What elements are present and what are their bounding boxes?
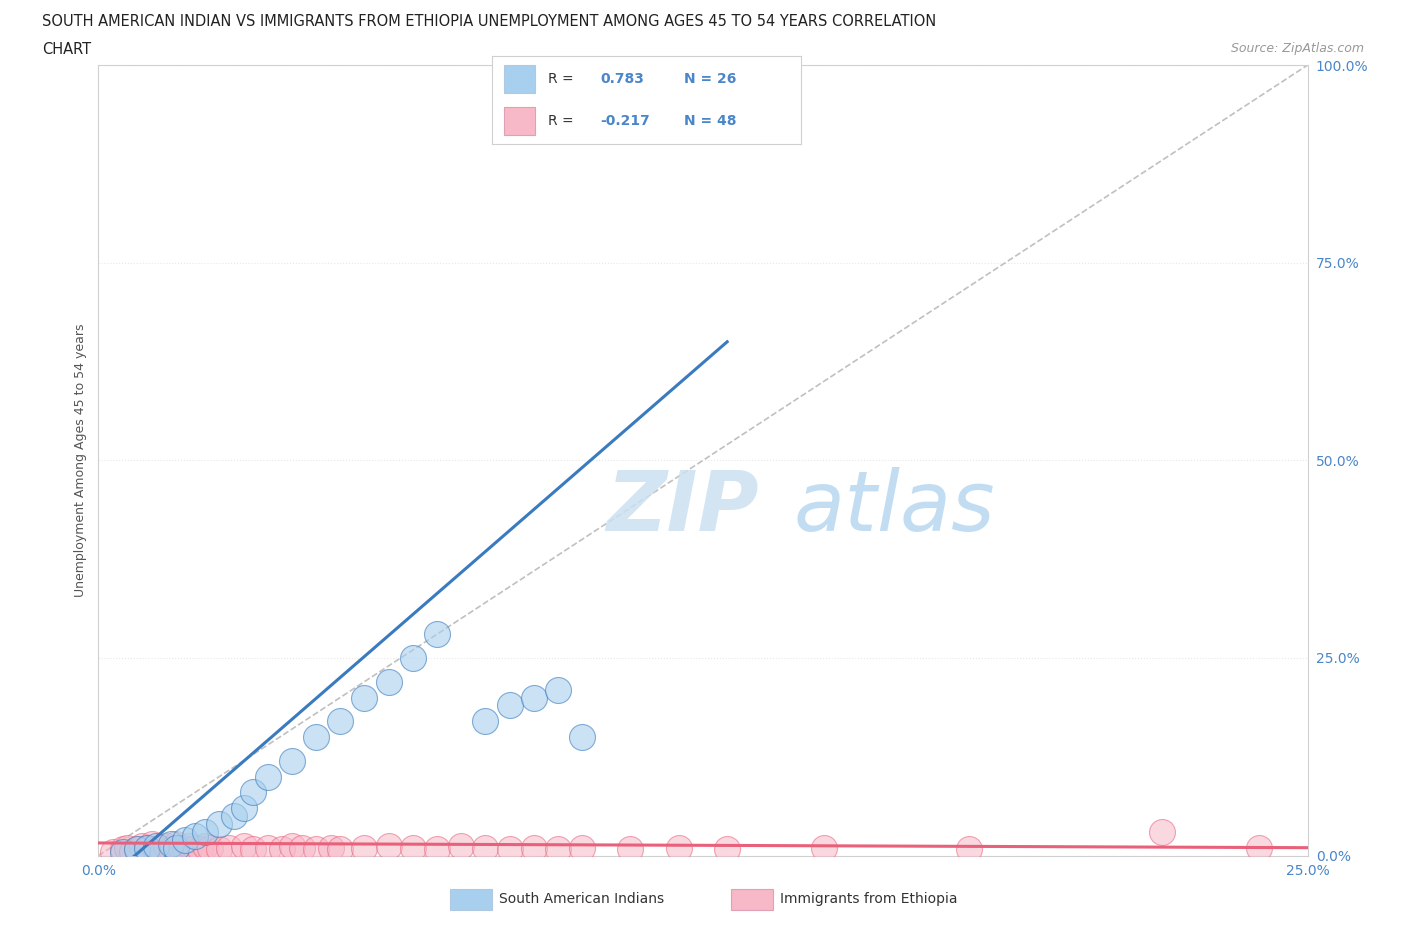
Text: N = 48: N = 48 [683, 114, 737, 128]
Text: South American Indians: South American Indians [499, 892, 664, 907]
Point [256, 769, 278, 784]
Text: R =: R = [548, 72, 574, 86]
Point [184, 841, 207, 856]
Point [523, 690, 546, 705]
Point [160, 842, 183, 857]
Text: Source: ZipAtlas.com: Source: ZipAtlas.com [1230, 42, 1364, 55]
Point [571, 841, 593, 856]
Point [957, 842, 980, 857]
Point [474, 714, 496, 729]
Point [329, 842, 352, 857]
Point [218, 841, 240, 856]
Point [1152, 825, 1174, 840]
Point [523, 841, 546, 856]
Point [377, 674, 399, 689]
Point [498, 698, 520, 712]
Point [353, 690, 375, 705]
Point [111, 842, 134, 857]
Point [135, 841, 157, 856]
Point [198, 841, 221, 856]
Point [208, 842, 231, 857]
Point [271, 842, 294, 857]
Point [1249, 841, 1271, 856]
Point [547, 683, 569, 698]
Point [222, 809, 245, 824]
Text: N = 26: N = 26 [683, 72, 737, 86]
Point [329, 714, 352, 729]
Point [353, 841, 375, 856]
Point [150, 841, 173, 856]
Point [179, 839, 201, 854]
Point [305, 842, 328, 857]
Point [242, 842, 264, 857]
Point [174, 842, 197, 857]
Point [305, 729, 328, 744]
Point [208, 817, 231, 831]
Point [281, 753, 304, 768]
Point [498, 842, 520, 857]
Text: 0.783: 0.783 [600, 72, 644, 86]
Point [256, 841, 278, 856]
Point [194, 839, 217, 854]
Bar [505, 65, 536, 93]
Point [290, 841, 312, 856]
Point [127, 842, 149, 857]
Point [135, 841, 157, 856]
Point [242, 785, 264, 800]
Point [117, 841, 139, 856]
Point [121, 844, 143, 859]
Point [160, 836, 183, 851]
Point [131, 839, 153, 854]
Point [232, 801, 254, 816]
Point [402, 651, 425, 666]
Point [101, 844, 124, 859]
Point [426, 842, 449, 857]
Point [188, 842, 211, 857]
Text: atlas: atlas [793, 467, 995, 549]
Point [174, 832, 197, 847]
Point [319, 841, 342, 856]
Point [155, 839, 177, 854]
Point [426, 627, 449, 642]
Point [402, 841, 425, 856]
Point [184, 829, 207, 844]
Point [145, 842, 167, 857]
Text: SOUTH AMERICAN INDIAN VS IMMIGRANTS FROM ETHIOPIA UNEMPLOYMENT AMONG AGES 45 TO : SOUTH AMERICAN INDIAN VS IMMIGRANTS FROM… [42, 14, 936, 29]
Point [141, 836, 163, 851]
Text: ZIP: ZIP [606, 467, 759, 549]
Point [450, 839, 472, 854]
Y-axis label: Unemployment Among Ages 45 to 54 years: Unemployment Among Ages 45 to 54 years [75, 324, 87, 597]
Point [232, 839, 254, 854]
Point [281, 839, 304, 854]
Bar [505, 107, 536, 136]
Point [619, 842, 641, 857]
Point [145, 839, 167, 854]
Point [474, 841, 496, 856]
Point [194, 825, 217, 840]
Point [165, 841, 187, 856]
Point [547, 842, 569, 857]
Point [165, 836, 187, 851]
Point [127, 842, 149, 857]
Text: R =: R = [548, 114, 574, 128]
Point [571, 729, 593, 744]
Point [716, 842, 738, 857]
Text: -0.217: -0.217 [600, 114, 650, 128]
Point [377, 839, 399, 854]
Point [668, 841, 690, 856]
Text: Immigrants from Ethiopia: Immigrants from Ethiopia [780, 892, 957, 907]
Point [169, 841, 191, 856]
Text: CHART: CHART [42, 42, 91, 57]
Point [813, 841, 835, 856]
Point [111, 844, 134, 859]
